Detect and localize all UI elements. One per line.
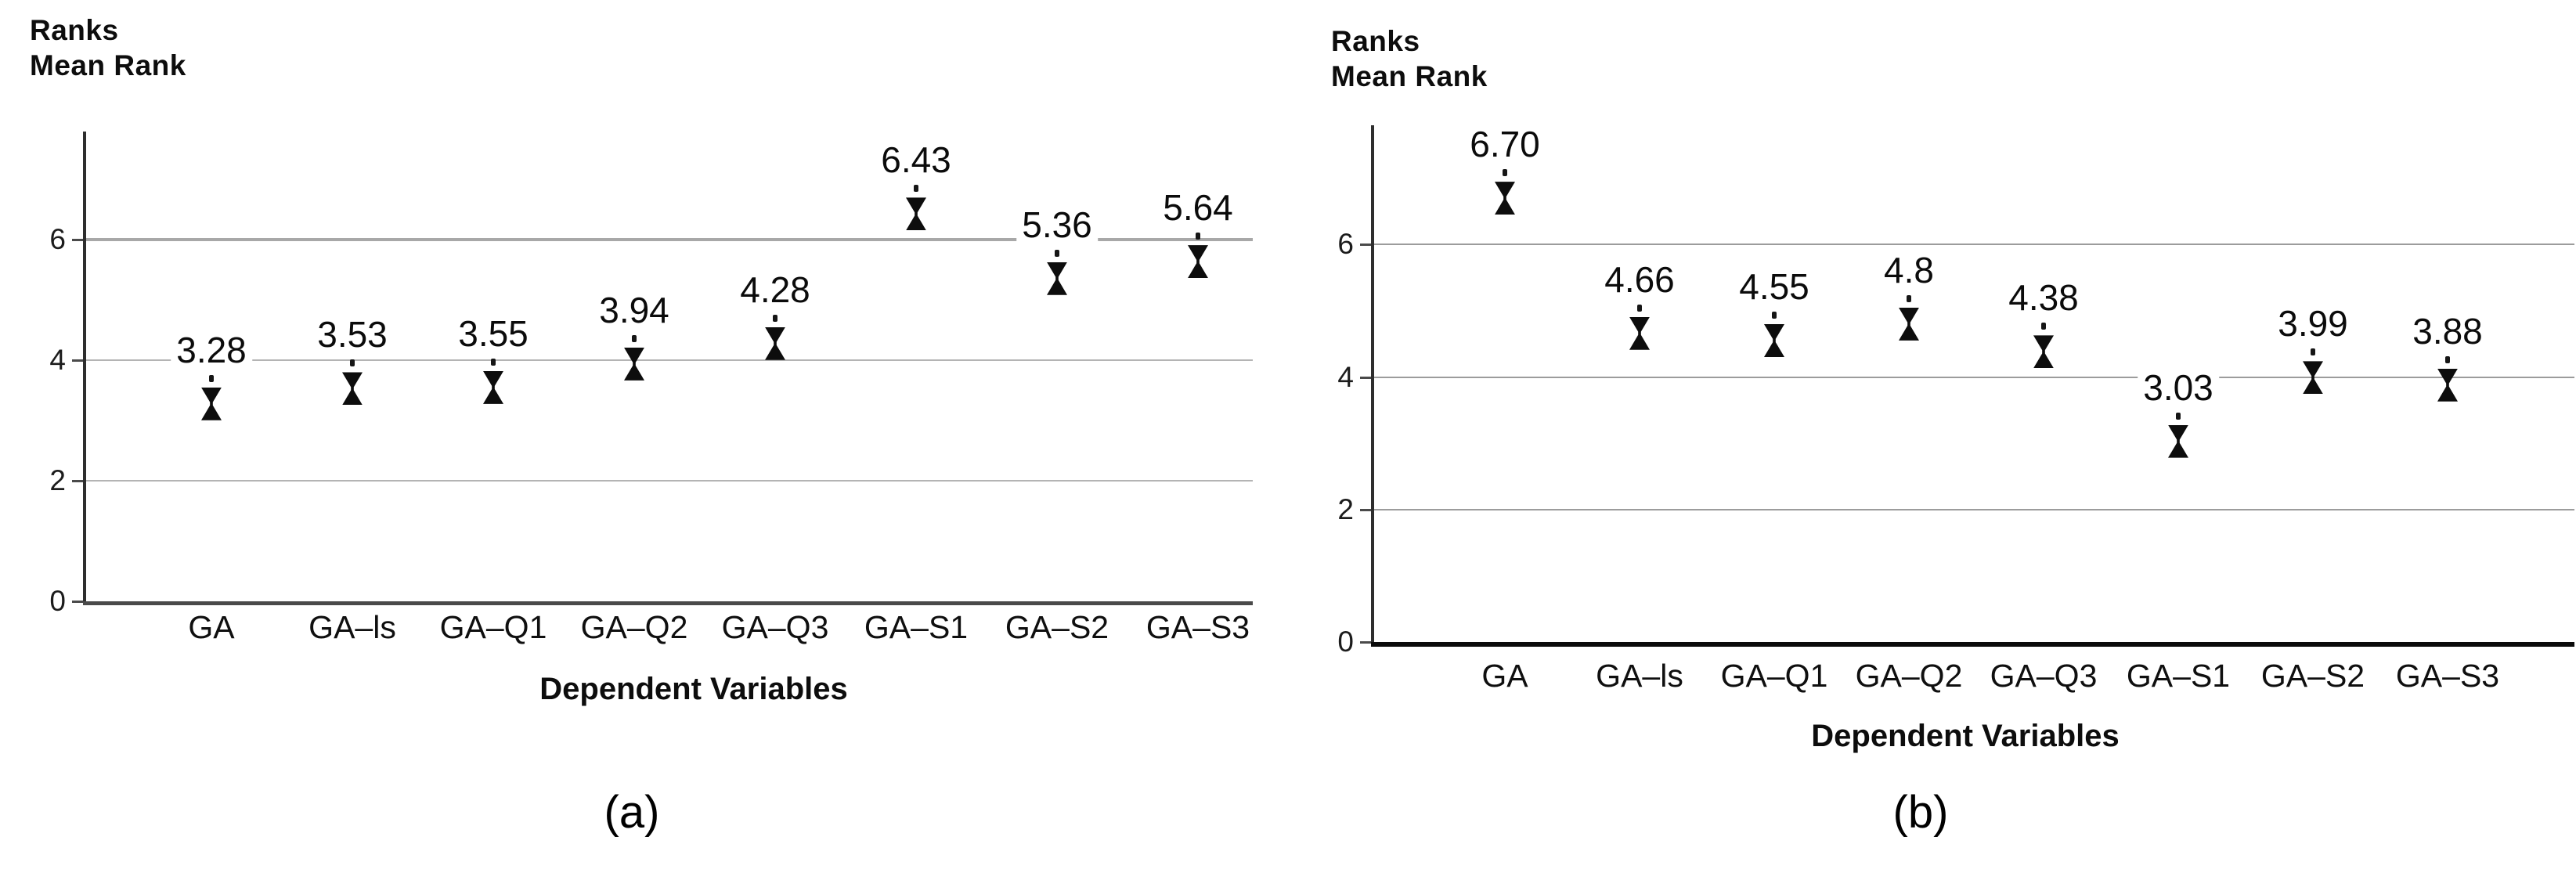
y-tick-mark — [72, 480, 83, 483]
y-tick-mark — [72, 359, 83, 363]
subfigure-caption-b: (b) — [1892, 787, 1949, 838]
y-tick-label: 6 — [49, 223, 66, 256]
chart-title: Ranks Mean Rank — [1331, 23, 1488, 94]
error-whisker-dot — [209, 374, 214, 382]
x-category-label: GA–S2 — [2260, 658, 2365, 694]
y-tick-mark — [1360, 376, 1371, 379]
value-label: 4.28 — [734, 269, 816, 310]
subfigure-caption-a: (a) — [604, 787, 660, 838]
mean-rank-marker — [2033, 335, 2054, 369]
error-whisker-dot — [1503, 169, 1507, 177]
value-label: 6.43 — [875, 139, 957, 181]
value-label: 4.38 — [2003, 277, 2084, 319]
error-whisker-dot — [1055, 249, 1059, 257]
value-label: 3.53 — [312, 314, 393, 355]
y-tick-label: 2 — [1337, 492, 1354, 525]
value-label: 3.88 — [2407, 310, 2488, 352]
value-label: 3.94 — [593, 289, 675, 330]
y-tick-label: 4 — [1337, 360, 1354, 393]
value-label: 5.36 — [1016, 204, 1098, 245]
error-whisker-dot — [1772, 312, 1777, 319]
x-category-label: GA–S3 — [2395, 658, 2500, 694]
chart-title-line2: Mean Rank — [30, 49, 186, 81]
error-whisker-dot — [1637, 304, 1642, 312]
x-category-label: GA–S1 — [864, 609, 969, 645]
error-whisker-dot — [2445, 355, 2450, 363]
mean-rank-marker — [1495, 182, 1515, 215]
x-axis-line — [1371, 642, 2574, 647]
x-category-label: GA — [1481, 658, 1528, 694]
error-whisker-dot — [2311, 348, 2315, 356]
error-whisker-dot — [491, 358, 496, 366]
value-label: 4.55 — [1734, 266, 1815, 307]
mean-rank-marker — [2437, 368, 2458, 402]
value-label: 3.03 — [2138, 366, 2219, 408]
value-label: 4.8 — [1878, 249, 1939, 290]
value-label: 6.70 — [1464, 124, 1546, 165]
y-tick-mark — [72, 601, 83, 603]
mean-rank-marker — [2168, 424, 2188, 458]
y-tick-mark — [1360, 508, 1371, 511]
y-tick-label: 4 — [49, 344, 66, 377]
y-tick-label: 2 — [49, 464, 66, 497]
y-axis-line — [83, 132, 86, 605]
y-tick-mark — [1360, 244, 1371, 247]
chart-title-line1: Ranks — [1331, 25, 1420, 57]
x-axis-title: Dependent Variables — [1811, 719, 2120, 753]
gridline — [86, 480, 1253, 482]
x-category-label: GA–S3 — [1145, 609, 1250, 645]
gridline — [1374, 376, 2574, 378]
error-whisker-dot — [632, 334, 637, 342]
x-axis-title: Dependent Variables — [539, 672, 848, 706]
y-tick-label: 0 — [49, 585, 66, 617]
mean-rank-marker — [1764, 324, 1784, 357]
x-category-label: GA–Q2 — [580, 609, 688, 645]
value-label: 3.99 — [2272, 303, 2354, 345]
error-whisker-dot — [773, 314, 777, 322]
chart-title: Ranks Mean Rank — [30, 13, 186, 83]
error-whisker-dot — [1907, 294, 1911, 302]
x-axis-line — [83, 601, 1253, 605]
gridline — [86, 238, 1253, 242]
gridline — [1374, 244, 2574, 246]
gridline — [86, 359, 1253, 362]
chart-title-line1: Ranks — [30, 14, 119, 46]
mean-rank-marker — [1629, 316, 1650, 350]
mean-rank-marker — [1899, 307, 1919, 341]
x-category-label: GA–Q3 — [721, 609, 829, 645]
x-category-label: GA–Q1 — [1720, 658, 1828, 694]
x-category-label: GA–Q1 — [439, 609, 547, 645]
chart-title-line2: Mean Rank — [1331, 60, 1488, 92]
x-category-label: GA–Q2 — [1855, 658, 1963, 694]
error-whisker-dot — [2176, 412, 2181, 420]
y-tick-label: 0 — [1337, 626, 1354, 658]
value-label: 3.28 — [171, 329, 252, 370]
x-category-label: GA–S2 — [1005, 609, 1109, 645]
x-category-label: GA–ls — [1596, 658, 1683, 694]
error-whisker-dot — [350, 359, 355, 367]
y-axis-line — [1371, 125, 1374, 647]
y-tick-mark — [1360, 641, 1371, 644]
x-category-label: GA — [188, 609, 235, 645]
error-whisker-dot — [1196, 233, 1200, 240]
error-whisker-dot — [914, 185, 918, 193]
gridline — [1374, 508, 2574, 510]
x-category-label: GA–ls — [308, 609, 396, 645]
y-tick-mark — [72, 239, 83, 242]
x-category-label: GA–S1 — [2126, 658, 2231, 694]
x-category-label: GA–Q3 — [1990, 658, 2098, 694]
value-label: 5.64 — [1157, 187, 1239, 229]
y-tick-label: 6 — [1337, 228, 1354, 261]
value-label: 4.66 — [1599, 258, 1680, 300]
error-whisker-dot — [2041, 323, 2046, 330]
value-label: 3.55 — [453, 312, 534, 354]
